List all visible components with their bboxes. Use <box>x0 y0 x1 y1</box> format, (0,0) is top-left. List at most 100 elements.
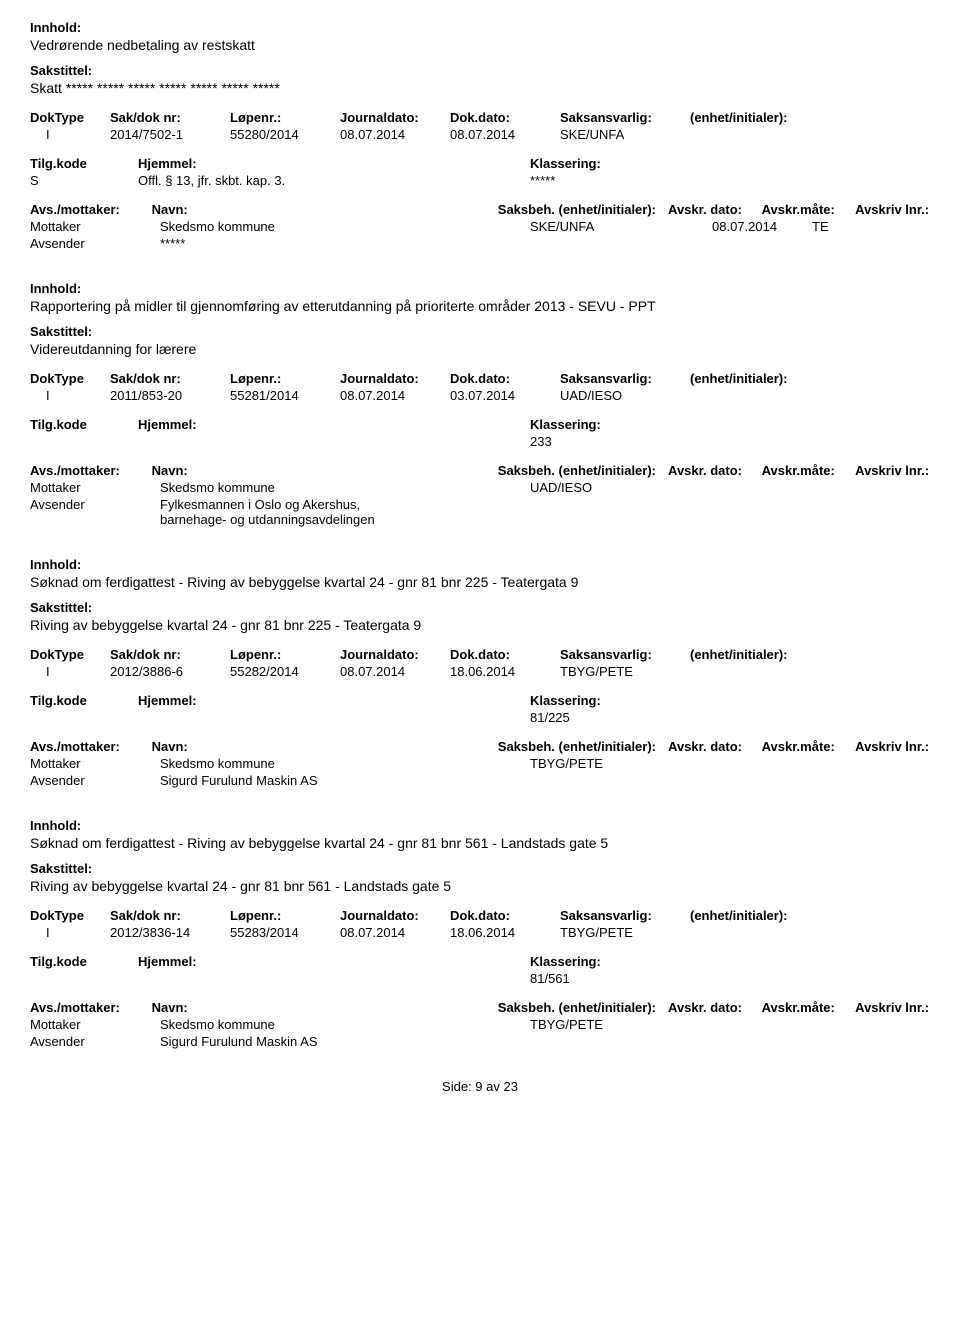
hjemmel-val <box>138 971 530 986</box>
tilgkode-val: S <box>30 173 138 188</box>
hjemmel-val: Offl. § 13, jfr. skbt. kap. 3. <box>138 173 530 188</box>
sakdok-val: 2014/7502-1 <box>110 127 230 142</box>
col-sakdok: Sak/dok nr: <box>110 371 230 386</box>
col-hjemmel: Hjemmel: <box>138 693 530 708</box>
col-tilgkode: Tilg.kode <box>30 417 138 432</box>
col-avskrivlnr: Avskriv lnr.: <box>855 463 930 478</box>
col-enhetinit: (enhet/initialer): <box>690 908 830 923</box>
col-avskrmate: Avskr.måte: <box>762 463 856 478</box>
sakstittel-text: Riving av bebyggelse kvartal 24 - gnr 81… <box>30 878 930 894</box>
col-saksansvarlig: Saksansvarlig: <box>560 371 690 386</box>
col-avskrmate: Avskr.måte: <box>762 1000 856 1015</box>
avsender-row: Avsender Sigurd Furulund Maskin AS <box>30 1034 930 1049</box>
col-enhetinit: (enhet/initialer): <box>690 371 830 386</box>
col-navn: Navn: <box>152 202 498 217</box>
mottaker-navn: Skedsmo kommune <box>160 480 530 495</box>
klassering-val: ***** <box>530 173 730 188</box>
avskrdato-val: 08.07.2014 <box>712 219 812 234</box>
avsender-label: Avsender <box>30 773 160 788</box>
col-saksansvarlig: Saksansvarlig: <box>560 647 690 662</box>
sakdok-val: 2011/853-20 <box>110 388 230 403</box>
col-journaldato: Journaldato: <box>340 647 450 662</box>
avsender-label: Avsender <box>30 1034 160 1049</box>
doc-data-row: I 2012/3886-6 55282/2014 08.07.2014 18.0… <box>30 664 930 679</box>
sakstittel-text: Skatt ***** ***** ***** ***** ***** ****… <box>30 80 930 96</box>
klassering-val: 81/225 <box>530 710 730 725</box>
col-avsmottaker: Avs./mottaker: <box>30 739 152 754</box>
avsender-navn: Fylkesmannen i Oslo og Akershus, barneha… <box>160 497 410 527</box>
mottaker-navn: Skedsmo kommune <box>160 756 530 771</box>
hjemmel-data-row: 81/561 <box>30 971 930 986</box>
col-avskrmate: Avskr.måte: <box>762 202 856 217</box>
col-dokdato: Dok.dato: <box>450 908 560 923</box>
innhold-text: Søknad om ferdigattest - Riving av bebyg… <box>30 835 930 851</box>
col-avskrdato: Avskr. dato: <box>668 1000 762 1015</box>
doc-data-row: I 2012/3836-14 55283/2014 08.07.2014 18.… <box>30 925 930 940</box>
doc-data-row: I 2011/853-20 55281/2014 08.07.2014 03.0… <box>30 388 930 403</box>
hjemmel-header-row: Tilg.kode Hjemmel: Klassering: <box>30 693 930 708</box>
mottaker-navn: Skedsmo kommune <box>160 1017 530 1032</box>
hjemmel-data-row: 233 <box>30 434 930 449</box>
col-hjemmel: Hjemmel: <box>138 954 530 969</box>
mottaker-row: Mottaker Skedsmo kommune TBYG/PETE <box>30 756 930 771</box>
hjemmel-val <box>138 710 530 725</box>
lopenr-val: 55280/2014 <box>230 127 340 142</box>
col-sakdok: Sak/dok nr: <box>110 908 230 923</box>
col-klassering: Klassering: <box>530 156 730 171</box>
avsender-navn: Sigurd Furulund Maskin AS <box>160 773 530 788</box>
col-dokdato: Dok.dato: <box>450 371 560 386</box>
mottaker-row: Mottaker Skedsmo kommune UAD/IESO <box>30 480 930 495</box>
avs-header-row: Avs./mottaker: Navn: Saksbeh. (enhet/ini… <box>30 463 930 478</box>
hjemmel-header-row: Tilg.kode Hjemmel: Klassering: <box>30 156 930 171</box>
lopenr-val: 55281/2014 <box>230 388 340 403</box>
sakdok-val: 2012/3886-6 <box>110 664 230 679</box>
sakstittel-label: Sakstittel: <box>30 63 930 78</box>
mottaker-navn: Skedsmo kommune <box>160 219 530 234</box>
innhold-label: Innhold: <box>30 281 930 296</box>
col-saksbeh: Saksbeh. (enhet/initialer): <box>498 202 668 217</box>
saksbeh-val: SKE/UNFA <box>530 219 712 234</box>
mottaker-label: Mottaker <box>30 756 160 771</box>
sakstittel-label: Sakstittel: <box>30 861 930 876</box>
klassering-val: 81/561 <box>530 971 730 986</box>
col-doktype: DokType <box>30 110 110 125</box>
mottaker-label: Mottaker <box>30 1017 160 1032</box>
col-dokdato: Dok.dato: <box>450 647 560 662</box>
innhold-text: Vedrørende nedbetaling av restskatt <box>30 37 930 53</box>
col-lopenr: Løpenr.: <box>230 647 340 662</box>
col-journaldato: Journaldato: <box>340 110 450 125</box>
col-journaldato: Journaldato: <box>340 908 450 923</box>
dokdato-val: 08.07.2014 <box>450 127 560 142</box>
journaldato-val: 08.07.2014 <box>340 925 450 940</box>
innhold-label: Innhold: <box>30 557 930 572</box>
col-saksbeh: Saksbeh. (enhet/initialer): <box>498 739 668 754</box>
col-navn: Navn: <box>152 463 498 478</box>
col-doktype: DokType <box>30 647 110 662</box>
sakstittel-label: Sakstittel: <box>30 324 930 339</box>
col-enhetinit: (enhet/initialer): <box>690 110 830 125</box>
sakstittel-label: Sakstittel: <box>30 600 930 615</box>
sakstittel-text: Riving av bebyggelse kvartal 24 - gnr 81… <box>30 617 930 633</box>
col-lopenr: Løpenr.: <box>230 908 340 923</box>
saksansvarlig-val: TBYG/PETE <box>560 925 690 940</box>
avsender-navn: ***** <box>160 236 530 251</box>
tilgkode-val <box>30 710 138 725</box>
saksbeh-val: TBYG/PETE <box>530 1017 712 1032</box>
col-avskrdato: Avskr. dato: <box>668 739 762 754</box>
avsender-label: Avsender <box>30 497 160 527</box>
saksansvarlig-val: TBYG/PETE <box>560 664 690 679</box>
dokdato-val: 18.06.2014 <box>450 925 560 940</box>
journaldato-val: 08.07.2014 <box>340 127 450 142</box>
mottaker-row: Mottaker Skedsmo kommune SKE/UNFA 08.07.… <box>30 219 930 234</box>
tilgkode-val <box>30 971 138 986</box>
col-avskrdato: Avskr. dato: <box>668 463 762 478</box>
col-tilgkode: Tilg.kode <box>30 156 138 171</box>
mottaker-label: Mottaker <box>30 219 160 234</box>
tilgkode-val <box>30 434 138 449</box>
journaldato-val: 08.07.2014 <box>340 664 450 679</box>
record: Innhold: Søknad om ferdigattest - Riving… <box>30 557 930 788</box>
dokdato-val: 03.07.2014 <box>450 388 560 403</box>
mottaker-label: Mottaker <box>30 480 160 495</box>
saksansvarlig-val: SKE/UNFA <box>560 127 690 142</box>
col-saksansvarlig: Saksansvarlig: <box>560 110 690 125</box>
